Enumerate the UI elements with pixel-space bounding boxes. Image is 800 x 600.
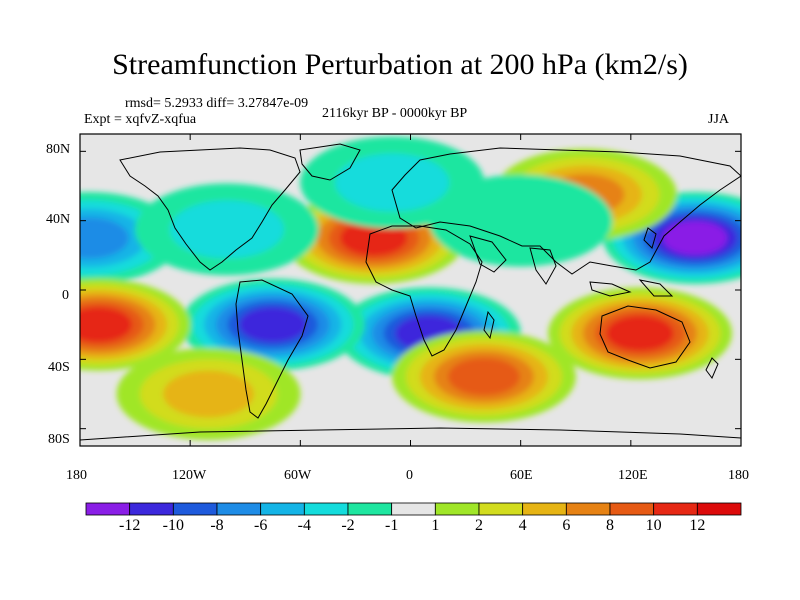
x-tick-label: 120E (618, 468, 648, 483)
colorbar-label: -1 (384, 517, 399, 534)
colorbar-label: 6 (562, 517, 571, 534)
contour-band (606, 315, 674, 352)
colorbar (85, 502, 742, 516)
colorbar-swatch (129, 502, 174, 516)
colorbar-label: -4 (297, 517, 311, 534)
contour-band (663, 221, 728, 255)
coastlines (80, 143, 741, 441)
colorbar-swatch (565, 502, 611, 516)
contour-band (340, 220, 408, 256)
colorbar-swatch (303, 502, 349, 516)
colorbar-swatch (696, 502, 742, 516)
axis-ticks (79, 134, 742, 446)
colorbar-swatch (172, 502, 218, 516)
colorbar-label: -6 (253, 517, 268, 534)
experiment-label: Expt = xqfvZ-xqfua (84, 112, 197, 127)
period-label: 2116kyr BP - 0000kyr BP (322, 106, 468, 121)
contour-band (335, 153, 450, 212)
contour-band (447, 357, 520, 396)
contour-band (239, 307, 307, 343)
plot-title: Streamfunction Perturbation at 200 hPa (… (112, 48, 688, 81)
y-tick-label: 40S (48, 360, 70, 375)
colorbar-swatch (216, 502, 262, 516)
x-tick-label: 180 (728, 468, 749, 483)
colorbar-label: 1 (431, 517, 440, 534)
contour-band (163, 370, 254, 418)
colorbar-swatch (85, 502, 131, 516)
colorbar-label: 8 (606, 517, 614, 534)
colorbar-swatch (260, 502, 305, 516)
contour-band (80, 307, 133, 343)
colorbar-swatch (653, 502, 698, 516)
y-tick-label: 80S (48, 432, 70, 447)
colorbar-label: 10 (645, 517, 662, 534)
colorbar-label: -8 (210, 517, 224, 534)
colorbar-label: -10 (162, 517, 184, 534)
contour-band (80, 217, 129, 259)
y-tick-label: 80N (46, 142, 71, 157)
x-tick-label: 0 (406, 468, 413, 483)
stats-line: rmsd= 5.2933 diff= 3.27847e-09 (125, 96, 309, 111)
colorbar-swatch (434, 502, 480, 516)
y-tick-label: 40N (46, 212, 71, 227)
colorbar-swatch (522, 502, 567, 516)
x-tick-label: 60W (284, 468, 312, 483)
colorbar-swatch (391, 502, 436, 516)
contour-band (428, 174, 613, 267)
colorbar-label: 12 (689, 517, 706, 534)
contour-field (80, 134, 741, 446)
colorbar-label: -12 (118, 517, 141, 534)
contour-band (169, 200, 284, 259)
y-tick-label: 0 (62, 288, 69, 303)
colorbar-swatch (347, 502, 393, 516)
colorbar-swatch (478, 502, 524, 516)
x-tick-label: 180 (66, 468, 87, 483)
colorbar-swatch (609, 502, 655, 516)
colorbar-label: 4 (518, 517, 527, 534)
x-tick-label: 120W (172, 468, 207, 483)
colorbar-label: -2 (341, 517, 355, 534)
x-tick-label: 60E (510, 468, 533, 483)
colorbar-label: 2 (475, 517, 483, 534)
season-label: JJA (708, 112, 730, 127)
